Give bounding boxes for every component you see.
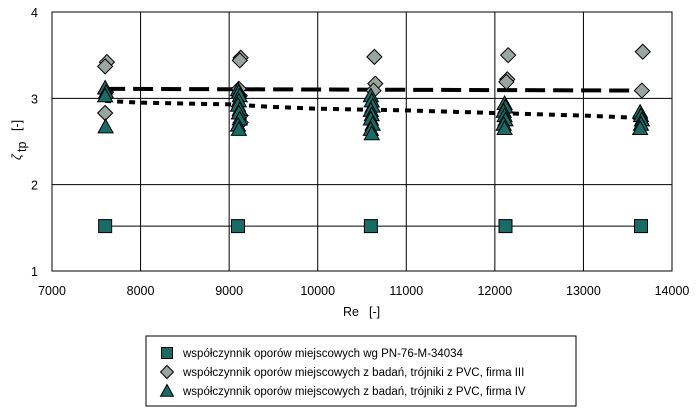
legend-marker: [159, 383, 175, 397]
firma-iv-marker: [96, 87, 114, 103]
firma-iv-marker: [97, 118, 114, 134]
firma-iii-marker: [96, 58, 114, 75]
x-tick-label: 12000: [477, 284, 512, 298]
firma-iv-marker: [230, 120, 248, 136]
y-tick-label: 2: [31, 179, 38, 193]
firma-iii-marker: [499, 46, 517, 64]
firma-iv-trend-line: [105, 98, 646, 121]
firma-iii-marker: [498, 73, 515, 91]
tick-labels: 7000 8000 9000 10000 11000 12000 13000 14000 1 2 3…: [31, 6, 689, 298]
pn-standard-marker: [98, 219, 113, 234]
x-axis-label: Re [-]: [343, 305, 380, 319]
x-tick-label: 10000: [300, 284, 335, 298]
data-markers: [96, 43, 651, 234]
firma-iv-marker: [631, 120, 649, 136]
pn-standard-marker: [231, 219, 245, 234]
grid: [51, 11, 673, 272]
legend-box: [145, 335, 577, 407]
firma-iv-marker: [496, 120, 513, 136]
y-tick-label: 1: [31, 265, 38, 279]
legend-entry: współczynnik oporów miejscowych wg PN-76…: [182, 348, 464, 360]
legend-marker: [161, 347, 173, 359]
firma-iv-marker: [363, 125, 381, 141]
firma-iii-marker: [96, 104, 114, 122]
x-tick-label: 7000: [38, 284, 66, 298]
pn-standard-marker: [363, 219, 378, 234]
pn-standard-marker: [498, 219, 513, 234]
x-tick-label: 11000: [389, 284, 423, 298]
x-tick-label: 13000: [566, 284, 601, 298]
legend-entry: współczynnik oporów miejscowych z badań,…: [182, 367, 524, 379]
y-axis-label-subscript: tp: [15, 142, 29, 152]
y-axis-unit: [-]: [10, 120, 24, 131]
firma-iii-marker: [366, 48, 383, 66]
y-tick-label: 3: [31, 92, 38, 106]
y-axis-label: ζ: [10, 153, 24, 160]
firma-iii-marker: [634, 43, 651, 60]
legend: współczynnik oporów miejscowych wg PN-76…: [145, 335, 577, 407]
firma-iii-marker: [231, 52, 248, 69]
plot-frame: [51, 11, 673, 272]
pn-standard-marker: [634, 219, 648, 234]
x-tick-label: 9000: [215, 284, 243, 298]
x-tick-label: 14000: [655, 284, 690, 298]
firma-iii-marker: [633, 82, 651, 99]
legend-entry: współczynnik oporów miejscowych z badań,…: [182, 386, 526, 398]
legend-marker: [159, 364, 175, 380]
y-tick-label: 4: [31, 6, 38, 20]
x-tick-label: 8000: [127, 284, 155, 298]
